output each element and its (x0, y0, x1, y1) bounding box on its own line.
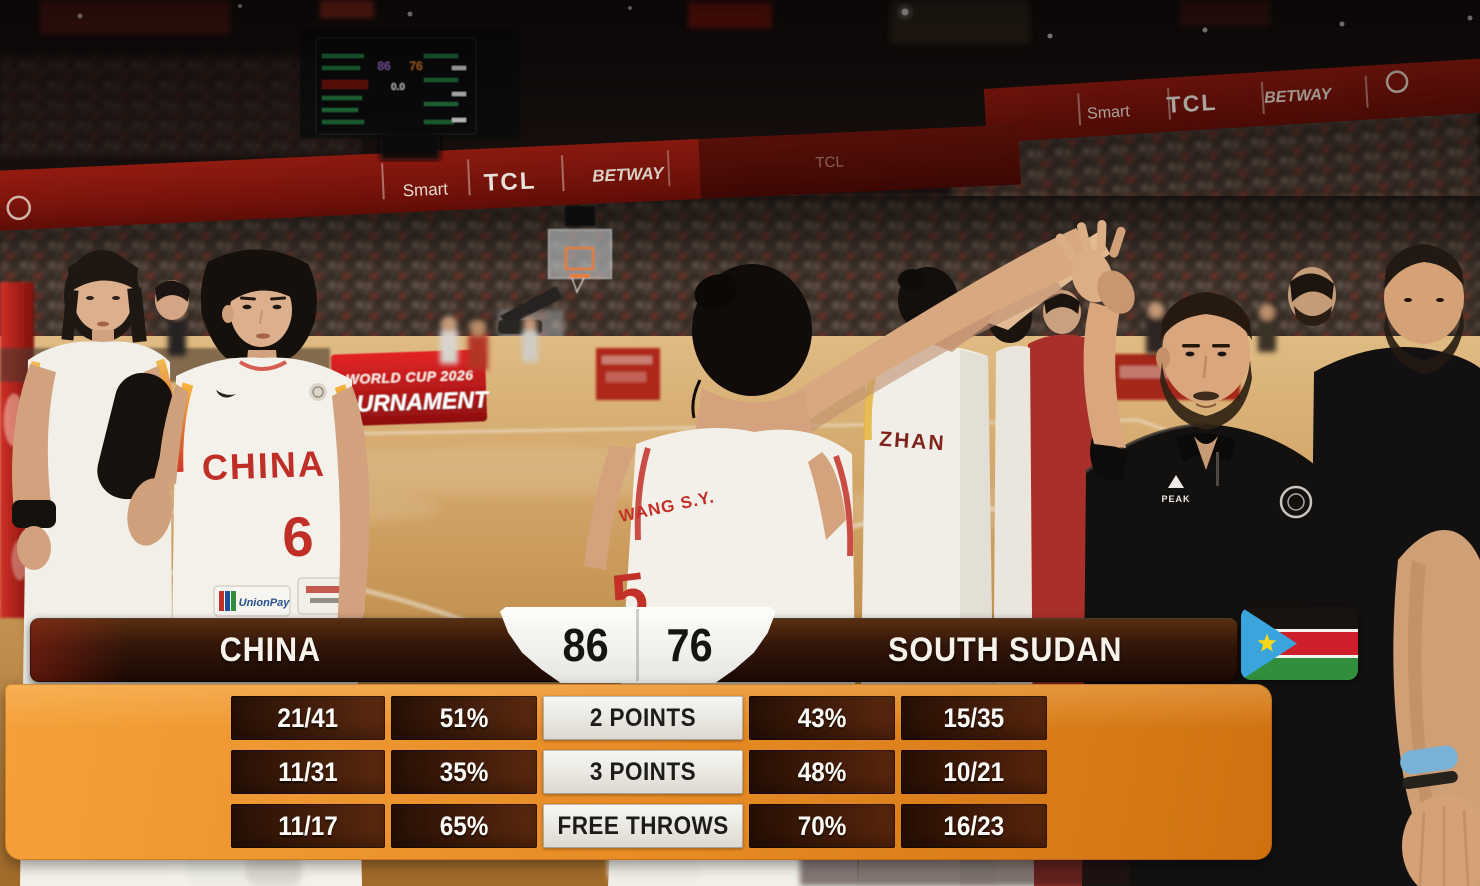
home-team-name: CHINA (219, 631, 321, 669)
zipper (1216, 452, 1219, 486)
stats-row-2points: 21/41 51% 2 POINTS 43% 15/35 (5, 696, 1272, 740)
home-percentage: 51% (391, 696, 537, 740)
peak-logo-icon (1168, 475, 1184, 488)
banner-line1: WORLD CUP 2026 (345, 367, 473, 387)
stats-row-3points: 11/31 35% 3 POINTS 48% 10/21 (5, 750, 1272, 794)
stats-row-freethrows: 11/17 65% FREE THROWS 70% 16/23 (5, 804, 1272, 848)
home-percentage: 65% (391, 804, 537, 848)
south-sudan-flag-icon (1241, 607, 1358, 680)
home-made-attempts: 11/31 (231, 750, 385, 794)
black-wristband (12, 500, 56, 528)
stat-label: FREE THROWS (543, 804, 743, 848)
away-made-attempts: 16/23 (901, 804, 1047, 848)
high-five-hands (1055, 220, 1135, 314)
home-percentage: 35% (391, 750, 537, 794)
stat-label: 2 POINTS (543, 696, 743, 740)
home-made-attempts: 11/17 (231, 804, 385, 848)
home-made-attempts: 21/41 (231, 696, 385, 740)
man-right (1308, 244, 1480, 886)
away-team-name: SOUTH SUDAN (887, 631, 1123, 669)
worldcup-banner: WORLD CUP 2026 TOURNAMENT (325, 349, 490, 427)
away-score: 76 (666, 619, 714, 671)
sponsor-patch-text: UnionPay (239, 597, 291, 609)
cba-emblem-icon (1279, 485, 1313, 519)
score-shield: 86 76 (500, 607, 776, 683)
stat-label: 3 POINTS (543, 750, 743, 794)
home-score: 86 (562, 619, 610, 671)
away-percentage: 48% (749, 750, 895, 794)
away-made-attempts: 15/35 (901, 696, 1047, 740)
player-six: CHINA 6 UnionPay (158, 249, 370, 886)
away-made-attempts: 10/21 (901, 750, 1047, 794)
jersey-number-six: 6 (281, 504, 314, 568)
blue-bracelet (1400, 745, 1458, 775)
away-percentage: 43% (749, 696, 895, 740)
swoosh-icon (216, 390, 236, 398)
federation-badge-icon (309, 383, 327, 401)
elbow-sleeve (97, 372, 173, 500)
jersey-name-right: ZHAN (879, 428, 947, 456)
peak-brand-text: PEAK (1161, 494, 1190, 504)
stats-panel: 21/41 51% 2 POINTS 43% 15/35 11/31 35% 3… (5, 684, 1272, 860)
backboard (498, 206, 613, 334)
jersey-team-text: CHINA (201, 443, 326, 488)
score-divider (636, 609, 639, 681)
away-percentage: 70% (749, 804, 895, 848)
